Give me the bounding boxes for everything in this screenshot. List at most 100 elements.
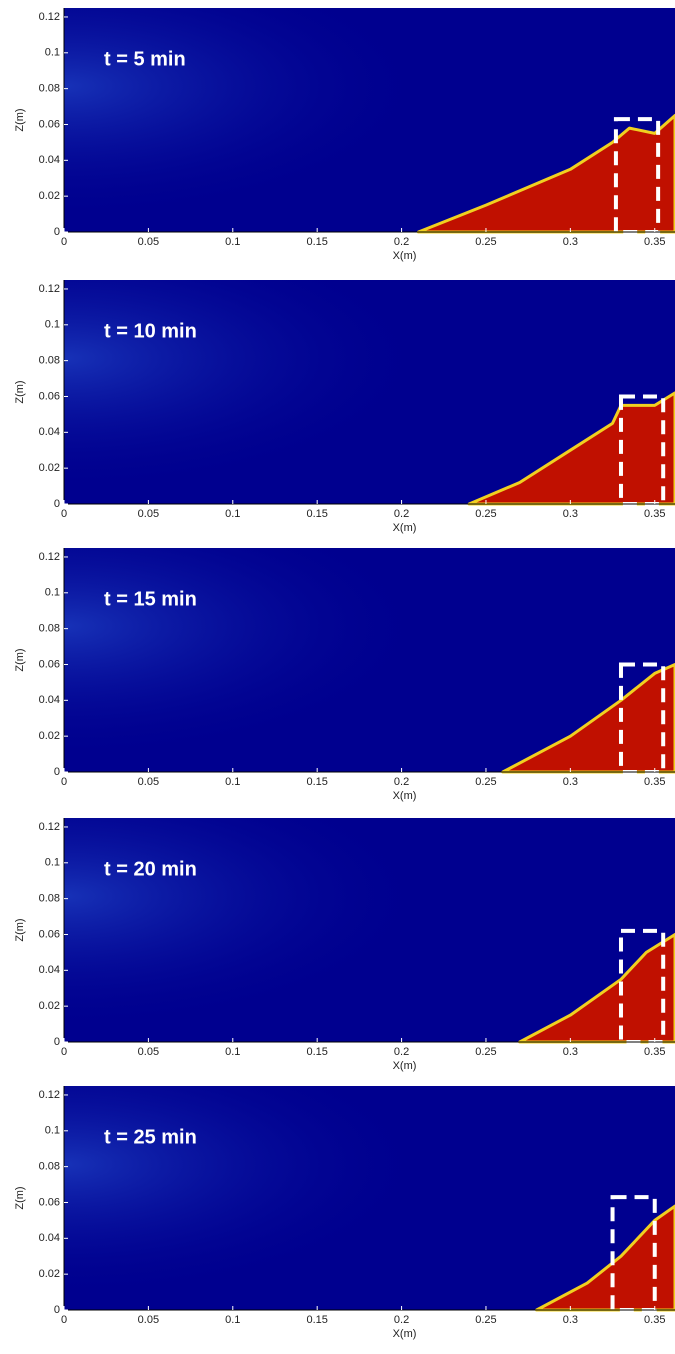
y-tick-label: 0.1 — [45, 857, 60, 869]
x-axis-label: X(m) — [393, 1060, 417, 1072]
y-tick-label: 0.08 — [39, 893, 60, 905]
sediment-area — [501, 663, 675, 774]
y-tick-label: 0.02 — [39, 1268, 60, 1280]
x-tick-label: 0.15 — [306, 1046, 327, 1058]
y-tick-label: 0.04 — [39, 964, 60, 976]
panel: 0 0.02 0.04 0.06 0.08 0.1 0.12 0 0.05 0.1 0.15 0.2 0… — [14, 8, 675, 262]
y-tick-label: 0 — [54, 1304, 60, 1316]
y-tick-label: 0.1 — [45, 47, 60, 59]
x-tick-label: 0 — [61, 508, 67, 520]
y-tick-label: 0 — [54, 766, 60, 778]
x-tick-label: 0.2 — [394, 508, 409, 520]
panel: 0 0.02 0.04 0.06 0.08 0.1 0.12 0 0.05 0.1 0.15 0.2 0… — [14, 1086, 675, 1340]
x-tick-label: 0.3 — [563, 1046, 578, 1058]
x-tick-label: 0.2 — [394, 776, 409, 788]
x-tick-label: 0.35 — [644, 1046, 665, 1058]
y-tick-label: 0.1 — [45, 319, 60, 331]
y-tick-label: 0.08 — [39, 1161, 60, 1173]
y-tick-label: 0.12 — [39, 821, 60, 833]
x-tick-label: 0.15 — [306, 776, 327, 788]
x-tick-label: 0.25 — [475, 1046, 496, 1058]
x-tick-label: 0.25 — [475, 236, 496, 248]
x-axis-label: X(m) — [393, 1328, 417, 1340]
x-tick-label: 0 — [61, 776, 67, 788]
x-tick-label: 0.25 — [475, 1314, 496, 1326]
plot-haze — [64, 818, 675, 1042]
x-tick-label: 0.35 — [644, 1314, 665, 1326]
y-tick-label: 0.08 — [39, 83, 60, 95]
x-tick-label: 0.05 — [138, 1314, 159, 1326]
x-tick-label: 0.1 — [225, 1314, 240, 1326]
x-tick-label: 0.2 — [394, 236, 409, 248]
y-tick-label: 0 — [54, 1036, 60, 1048]
panel-annotation: t = 5 min — [104, 48, 186, 70]
x-tick-label: 0.35 — [644, 776, 665, 788]
sediment-area — [518, 933, 675, 1044]
x-tick-label: 0.3 — [563, 1314, 578, 1326]
y-tick-label: 0.06 — [39, 928, 60, 940]
x-tick-label: 0.05 — [138, 776, 159, 788]
sediment-area — [416, 114, 675, 234]
dashed-box — [618, 662, 666, 774]
y-tick-label: 0.12 — [39, 11, 60, 23]
x-tick-label: 0.05 — [138, 236, 159, 248]
y-tick-label: 0.08 — [39, 623, 60, 635]
y-tick-label: 0.06 — [39, 658, 60, 670]
y-tick-label: 0.04 — [39, 154, 60, 166]
x-tick-label: 0.1 — [225, 1046, 240, 1058]
panel-annotation: t = 15 min — [104, 588, 197, 610]
x-tick-label: 0.2 — [394, 1314, 409, 1326]
panel: 0 0.02 0.04 0.06 0.08 0.1 0.12 0 0.05 0.1 0.15 0.2 0… — [14, 548, 675, 802]
y-tick-label: 0.06 — [39, 1196, 60, 1208]
x-tick-label: 0.15 — [306, 236, 327, 248]
x-tick-label: 0 — [61, 1046, 67, 1058]
panel: 0 0.02 0.04 0.06 0.08 0.1 0.12 0 0.05 0.1 0.15 0.2 0… — [14, 818, 675, 1072]
x-tick-label: 0.1 — [225, 236, 240, 248]
x-tick-label: 0.3 — [563, 776, 578, 788]
x-tick-label: 0.2 — [394, 1046, 409, 1058]
y-axis-label: Z(m) — [14, 648, 26, 671]
y-tick-label: 0.02 — [39, 462, 60, 474]
y-tick-label: 0.02 — [39, 730, 60, 742]
x-tick-label: 0.3 — [563, 236, 578, 248]
plot-haze — [64, 1086, 675, 1310]
x-axis-label: X(m) — [393, 522, 417, 534]
y-tick-label: 0 — [54, 498, 60, 510]
y-tick-label: 0.04 — [39, 426, 60, 438]
y-tick-label: 0.1 — [45, 587, 60, 599]
x-tick-label: 0.25 — [475, 508, 496, 520]
dashed-box — [618, 394, 666, 507]
y-tick-label: 0.08 — [39, 355, 60, 367]
y-tick-label: 0.02 — [39, 1000, 60, 1012]
y-axis-label: Z(m) — [14, 1186, 26, 1209]
y-axis-label: Z(m) — [14, 108, 26, 131]
y-tick-label: 0.04 — [39, 1232, 60, 1244]
y-tick-label: 0 — [54, 226, 60, 238]
x-tick-label: 0.1 — [225, 508, 240, 520]
x-tick-label: 0.35 — [644, 508, 665, 520]
x-tick-label: 0.1 — [225, 776, 240, 788]
panel-annotation: t = 25 min — [104, 1126, 197, 1148]
panel-annotation: t = 20 min — [104, 858, 197, 880]
x-axis-label: X(m) — [393, 790, 417, 802]
y-tick-label: 0.12 — [39, 551, 60, 563]
y-axis-label: Z(m) — [14, 918, 26, 941]
x-tick-label: 0.15 — [306, 1314, 327, 1326]
x-tick-label: 0 — [61, 1314, 67, 1326]
x-tick-label: 0.35 — [644, 236, 665, 248]
x-tick-label: 0.05 — [138, 508, 159, 520]
y-tick-label: 0.06 — [39, 118, 60, 130]
x-axis-label: X(m) — [393, 250, 417, 262]
x-tick-label: 0 — [61, 236, 67, 248]
y-tick-label: 0.12 — [39, 283, 60, 295]
y-tick-label: 0.02 — [39, 190, 60, 202]
dashed-box — [618, 928, 666, 1044]
x-tick-label: 0.25 — [475, 776, 496, 788]
panel: 0 0.02 0.04 0.06 0.08 0.1 0.12 0 0.05 0.1 0.15 0.2 0… — [14, 280, 675, 534]
y-tick-label: 0.12 — [39, 1089, 60, 1101]
y-axis-label: Z(m) — [14, 380, 26, 403]
x-tick-label: 0.3 — [563, 508, 578, 520]
x-tick-label: 0.15 — [306, 508, 327, 520]
x-tick-label: 0.05 — [138, 1046, 159, 1058]
